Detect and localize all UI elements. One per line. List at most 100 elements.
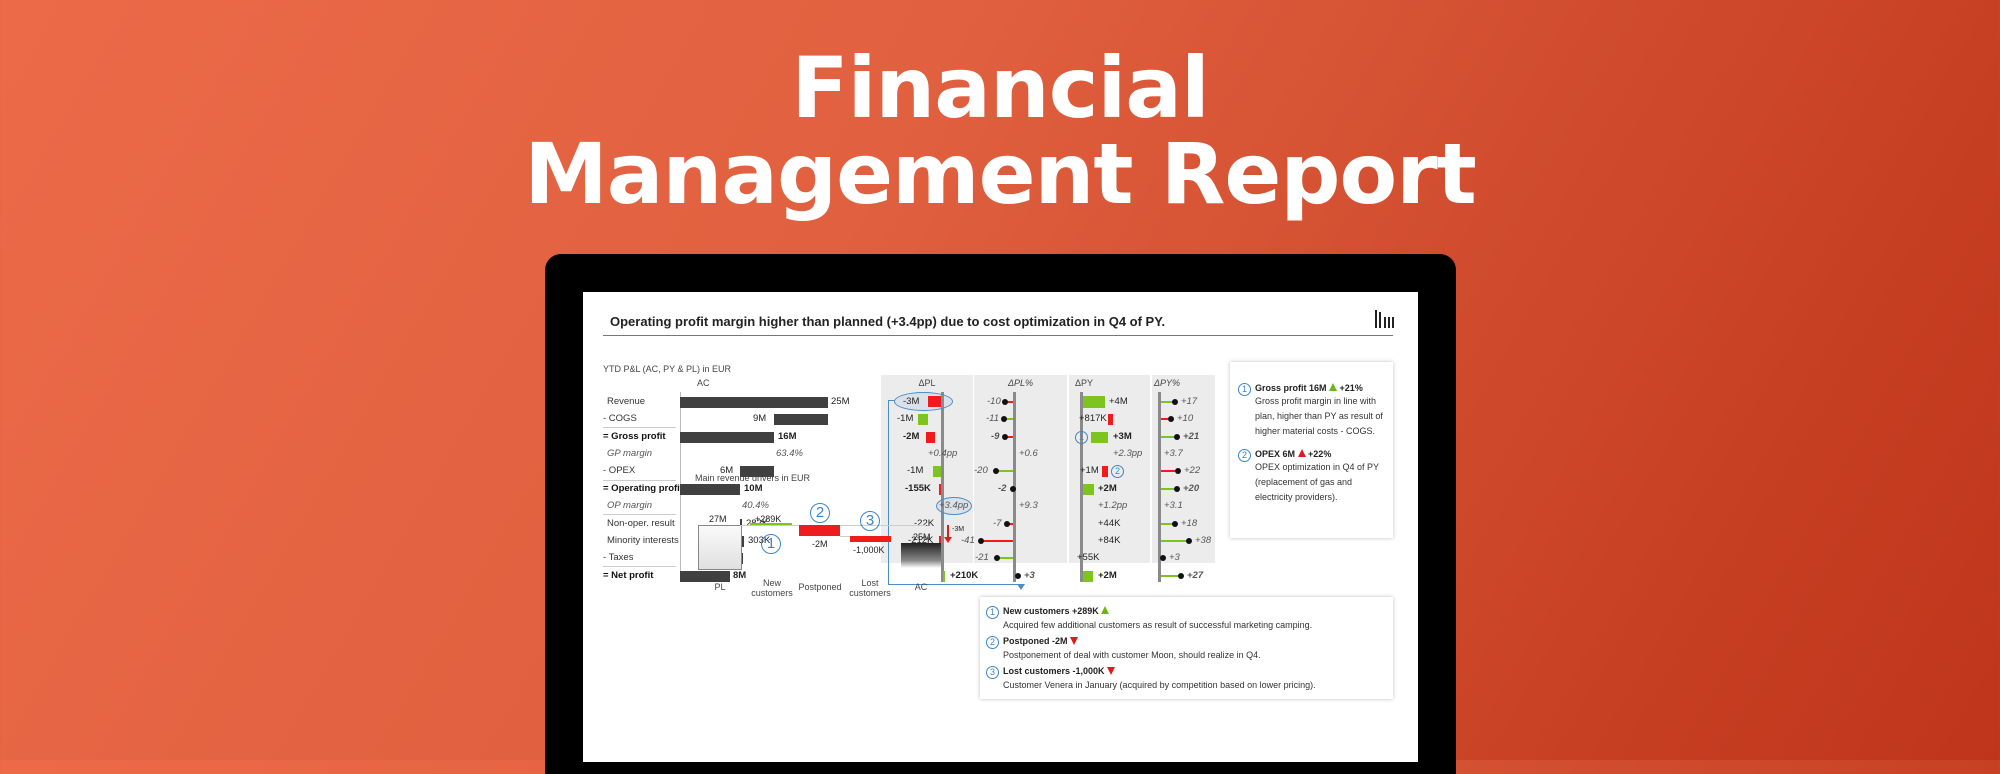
driver-marker-3: 3 xyxy=(860,511,880,531)
row-label-op-margin: OP margin xyxy=(607,500,653,511)
dpy-pct-lollipop xyxy=(1161,436,1175,438)
ac-value: 16M xyxy=(778,431,797,442)
dpy-bar xyxy=(1083,571,1093,582)
lollipop-dot xyxy=(1010,486,1016,492)
dpl-bar xyxy=(939,484,941,495)
lollipop-dot xyxy=(1172,521,1178,527)
col-header-dpy-pct: ΔPY% xyxy=(1153,378,1181,388)
dpl-pct-value: +0.6 xyxy=(1019,448,1038,459)
dpy-pct-lollipop xyxy=(1161,540,1187,542)
note-delta: +21% xyxy=(1339,383,1363,393)
col-header-ac: AC xyxy=(697,378,710,388)
dpl-pct-value: -9 xyxy=(991,431,1000,442)
dpl-value: -212K xyxy=(908,535,934,546)
report-screen: Operating profit margin higher than plan… xyxy=(583,292,1418,762)
row-label-opex: - OPEX xyxy=(603,465,636,476)
dpl-pct-lollipop xyxy=(997,557,1013,559)
dpl-value: -155K xyxy=(905,483,931,494)
row-label-non-oper: Non-oper. result xyxy=(607,518,675,529)
ac-value: 40.4% xyxy=(742,500,769,511)
dpy-pct-lollipop xyxy=(1161,401,1173,403)
dpy-pct-value: +3 xyxy=(1169,552,1180,563)
ac-value: 303K xyxy=(748,535,771,546)
driver-cat-postponed: Postponed xyxy=(798,582,842,592)
connector-line xyxy=(888,584,1021,585)
dpy-pct-lollipop xyxy=(1161,470,1176,472)
dpy-pct-value: +3.1 xyxy=(1164,500,1183,511)
marker-2: 2 xyxy=(1111,465,1124,478)
note-heading-text: OPEX 6M xyxy=(1255,449,1296,459)
dpy-pct-value: +10 xyxy=(1177,413,1194,424)
col-header-dpl: ΔPL xyxy=(918,378,936,388)
note-heading-new-customers: New customers +289K xyxy=(1003,606,1110,616)
lollipop-dot xyxy=(1186,538,1192,544)
dpy-pct-column xyxy=(1152,375,1215,563)
note-text: Customer Venera in January (acquired by … xyxy=(1003,680,1316,690)
dpy-value: +2M xyxy=(1098,483,1117,494)
highlight-ellipse xyxy=(936,497,972,515)
dpl-value: -22K xyxy=(914,518,935,529)
row-label-revenue: Revenue xyxy=(607,396,646,407)
lollipop-dot xyxy=(1175,468,1181,474)
dpy-value: +55K xyxy=(1077,552,1100,563)
hero-title-line1: Financial xyxy=(791,39,1210,137)
lollipop-dot xyxy=(1178,573,1184,579)
ac-bar-revenue xyxy=(680,397,828,408)
row-divider xyxy=(603,427,676,428)
dpl-pct-value: -10 xyxy=(987,396,1001,407)
cat-line: New xyxy=(762,578,781,588)
dpy-bar xyxy=(1108,414,1113,425)
dpl-pct-lollipop xyxy=(1007,523,1013,525)
dpy-pct-lollipop xyxy=(1161,418,1168,420)
dpl-pct-value: +3 xyxy=(1024,570,1035,581)
dpy-pct-value: +21 xyxy=(1183,431,1200,442)
note-heading-postponed: Postponed -2M xyxy=(1003,636,1079,646)
row-divider xyxy=(603,566,676,567)
row-divider xyxy=(603,514,676,515)
note-heading-gross-profit: Gross profit 16M +21% xyxy=(1255,383,1363,393)
note-delta: +22% xyxy=(1308,449,1332,459)
note-marker-2: 2 xyxy=(1238,449,1251,462)
dpl-pct-lollipop xyxy=(1005,401,1013,403)
lollipop-dot xyxy=(1168,416,1174,422)
dpl-value: +210K xyxy=(948,570,981,581)
row-label-operating-profit: = Operating profit xyxy=(603,483,683,494)
lollipop-dot xyxy=(1160,555,1166,561)
driver-cat-lost-customers: Lost customers xyxy=(848,578,892,598)
ac-bar-non-oper xyxy=(740,519,742,530)
dpy-pct-value: +22 xyxy=(1184,465,1201,476)
arrow-down-icon xyxy=(944,537,952,543)
driver-bar-pl xyxy=(698,525,742,570)
ac-value: 63.4% xyxy=(776,448,803,459)
note-marker-2: 2 xyxy=(986,636,999,649)
driver-bar-postponed xyxy=(799,525,840,536)
dpl-value: +3.4pp xyxy=(939,500,969,511)
dpy-pct-value: +38 xyxy=(1195,535,1212,546)
dpl-pct-value: -11 xyxy=(986,413,1000,424)
driver-delta-arrow xyxy=(947,525,949,539)
dpy-value: +2M xyxy=(1098,570,1117,581)
dpl-value: -3M xyxy=(903,396,920,407)
dpy-pct-value: +20 xyxy=(1183,483,1200,494)
triangle-up-icon xyxy=(1101,606,1110,614)
driver-value-pl: 27M xyxy=(709,514,727,524)
ac-bar-opex xyxy=(740,466,774,477)
driver-marker-2: 2 xyxy=(810,503,830,523)
connector-line xyxy=(888,400,894,401)
dpy-pct-value: +27 xyxy=(1187,570,1204,581)
dpy-bar xyxy=(1102,466,1108,477)
note-marker-3: 3 xyxy=(986,666,999,679)
dpy-value: +1.2pp xyxy=(1098,500,1128,511)
lollipop-dot xyxy=(1002,399,1008,405)
lollipop-dot xyxy=(1015,573,1021,579)
ac-value: 9M xyxy=(753,413,767,424)
side-notes-card: 1 Gross profit 16M +21% Gross profit mar… xyxy=(1230,362,1393,538)
dpl-value: -2M xyxy=(903,431,920,442)
col-header-dpl-pct: ΔPL% xyxy=(1007,378,1034,388)
report-title: Operating profit margin higher than plan… xyxy=(610,314,1166,329)
note-heading-text: New customers +289K xyxy=(1003,606,1099,616)
dpy-value: +817K xyxy=(1079,413,1107,424)
ac-value: 10M xyxy=(744,483,763,494)
dpy-bar xyxy=(1083,484,1094,495)
lollipop-dot xyxy=(1002,434,1008,440)
